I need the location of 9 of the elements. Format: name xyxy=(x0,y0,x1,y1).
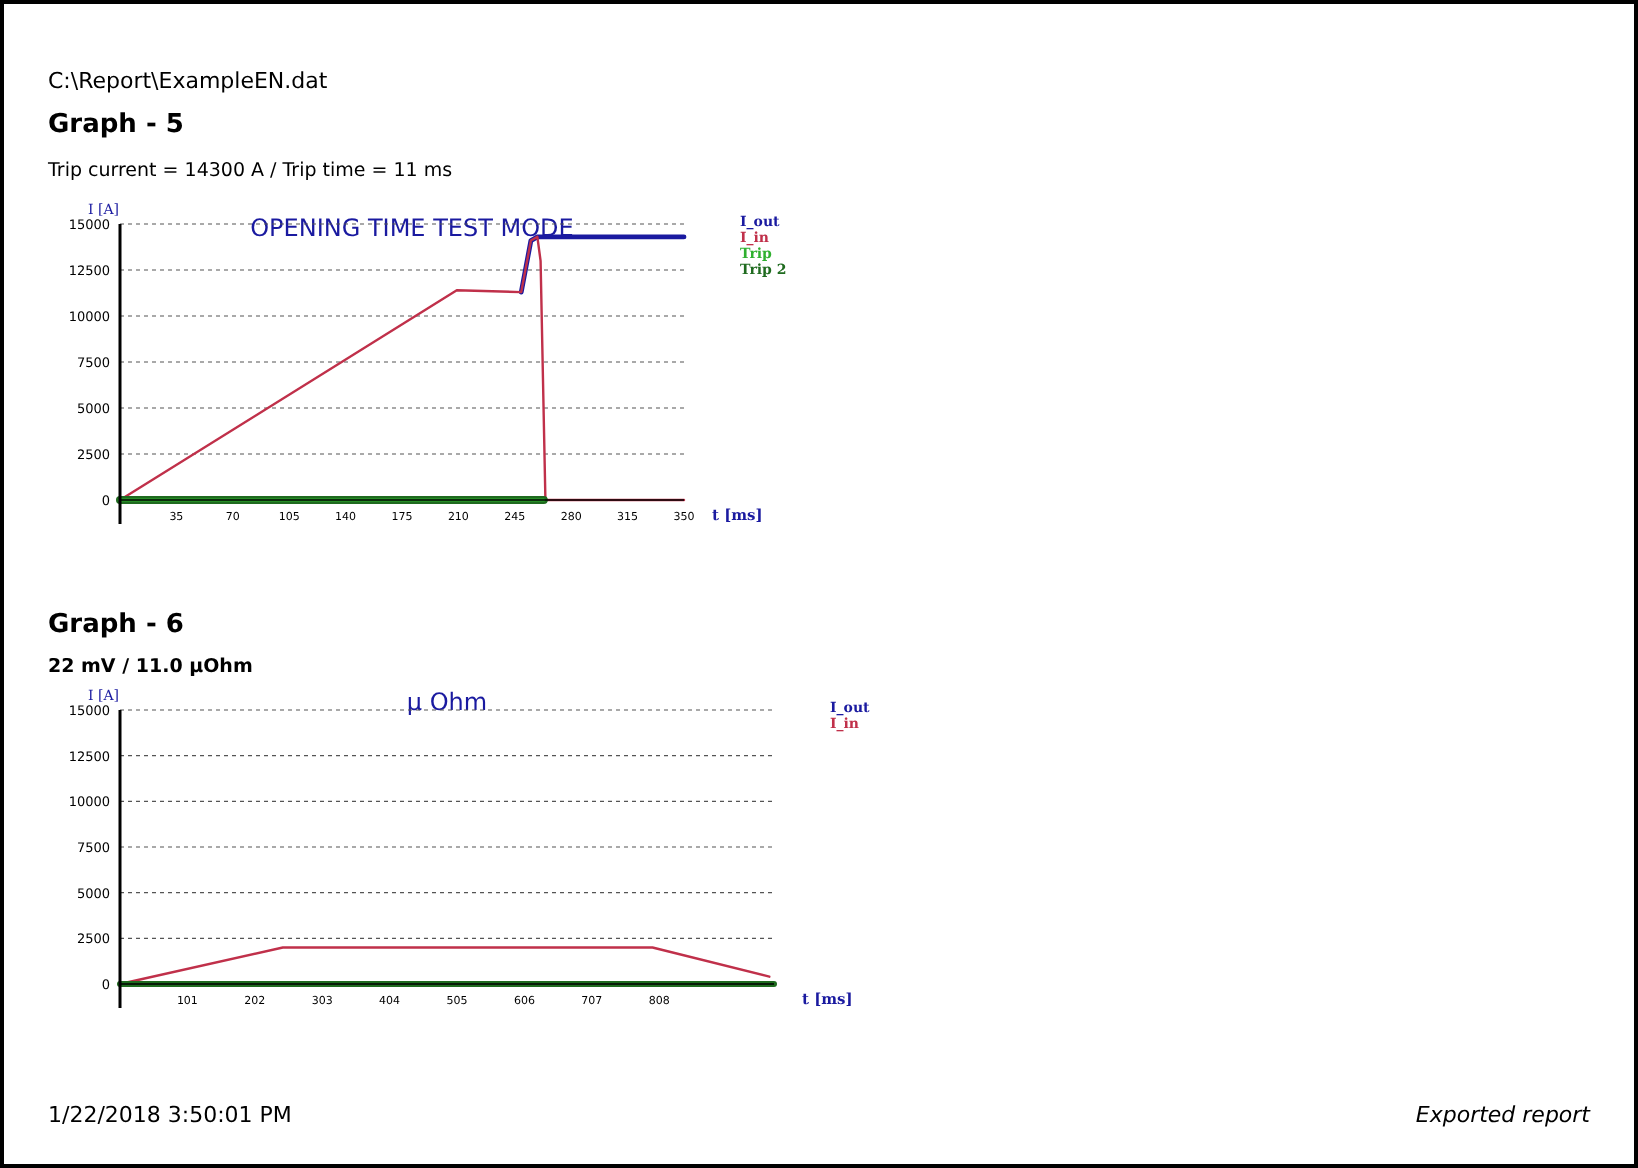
chart-subtitle: 22 mV / 11.0 µOhm xyxy=(48,656,253,678)
annotation: OPENING TIME TEST MODE xyxy=(250,214,574,242)
chart-title: Graph - 6 xyxy=(48,610,184,640)
chart-title: Graph - 5 xyxy=(48,110,184,140)
annotation: µ Ohm xyxy=(406,688,488,716)
text: 1/22/2018 3:50:01 PM xyxy=(48,1102,292,1128)
chart-subtitle: Trip current = 14300 A / Trip time = 11 ms xyxy=(46,160,453,182)
text: C:\Report\ExampleEN.dat xyxy=(48,68,329,94)
text: Exported report xyxy=(1415,1102,1592,1128)
